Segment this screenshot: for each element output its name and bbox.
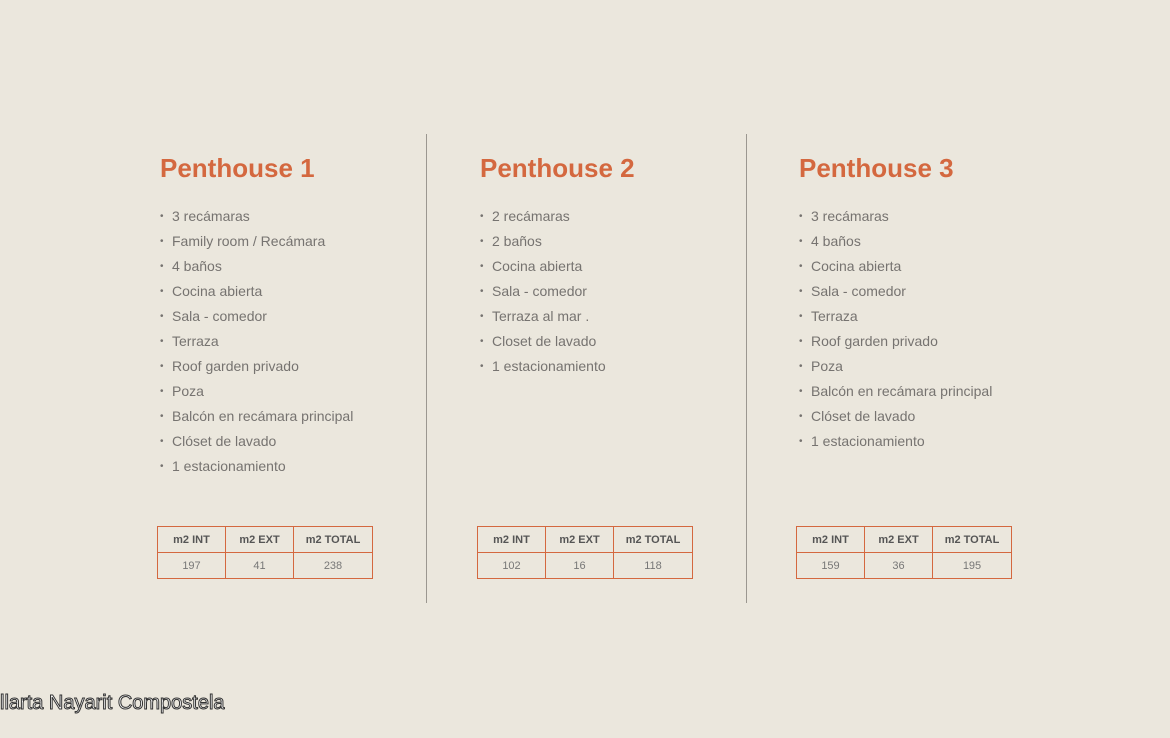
feature-item: Cocina abierta [160,279,410,304]
header-row: m2 INT m2 EXT m2 TOTAL [157,526,373,553]
feature-item: Balcón en recámara principal [160,404,410,429]
feature-item: Balcón en recámara principal [799,379,1049,404]
header-cell: m2 TOTAL [293,526,373,553]
feature-item: Family room / Recámara [160,229,410,254]
value-cell: 197 [157,552,226,579]
feature-item: 4 baños [160,254,410,279]
header-cell: m2 INT [157,526,226,553]
header-row: m2 INT m2 EXT m2 TOTAL [477,526,693,553]
value-cell: 36 [864,552,933,579]
column: Penthouse 1 3 recámarasFamily room / Recá… [157,150,410,579]
feature-item: Cocina abierta [480,254,730,279]
value-cell: 16 [545,552,614,579]
divider [426,134,427,603]
feature-item: 2 recámaras [480,204,730,229]
area-table: m2 INT m2 EXT m2 TOTAL 102 16 118 [477,526,693,579]
feature-item: 4 baños [799,229,1049,254]
value-cell: 238 [293,552,373,579]
value-cell: 102 [477,552,546,579]
column: Penthouse 2 2 recámaras2 bañosCocina abie… [477,150,730,579]
header-cell: m2 INT [796,526,865,553]
value-cell: 118 [613,552,693,579]
column-title: Penthouse 1 [160,153,315,183]
area-table: m2 INT m2 EXT m2 TOTAL 197 41 238 [157,526,373,579]
feature-item: Clóset de lavado [799,404,1049,429]
feature-item: 1 estacionamiento [160,454,410,479]
column-title: Penthouse 3 [799,153,954,183]
feature-item: Terraza [799,304,1049,329]
feature-list: 2 recámaras2 bañosCocina abiertaSala - c… [480,204,730,379]
value-cell: 195 [932,552,1012,579]
header-cell: m2 EXT [225,526,294,553]
feature-item: Roof garden privado [160,354,410,379]
feature-item: 1 estacionamiento [799,429,1049,454]
area-table: m2 INT m2 EXT m2 TOTAL 159 36 195 [796,526,1012,579]
feature-item: Closet de lavado [480,329,730,354]
header-cell: m2 TOTAL [932,526,1012,553]
feature-item: Poza [160,379,410,404]
header-row: m2 INT m2 EXT m2 TOTAL [796,526,1012,553]
feature-item: 3 recámaras [799,204,1049,229]
value-cell: 159 [796,552,865,579]
feature-item: Sala - comedor [799,279,1049,304]
feature-item: Cocina abierta [799,254,1049,279]
header-cell: m2 EXT [545,526,614,553]
value-row: 197 41 238 [157,552,373,579]
feature-item: Clóset de lavado [160,429,410,454]
value-row: 159 36 195 [796,552,1012,579]
feature-item: Poza [799,354,1049,379]
feature-item: 3 recámaras [160,204,410,229]
feature-item: Sala - comedor [480,279,730,304]
feature-item: 2 baños [480,229,730,254]
header-cell: m2 INT [477,526,546,553]
feature-item: Terraza al mar . [480,304,730,329]
feature-item: Roof garden privado [799,329,1049,354]
divider [746,134,747,603]
header-cell: m2 EXT [864,526,933,553]
footer-text: llarta Nayarit Compostela [0,692,225,715]
value-cell: 41 [225,552,294,579]
feature-list: 3 recámarasFamily room / Recámara4 baños… [160,204,410,479]
column-title: Penthouse 2 [480,153,635,183]
feature-list: 3 recámaras4 bañosCocina abiertaSala - c… [799,204,1049,454]
value-row: 102 16 118 [477,552,693,579]
feature-item: Terraza [160,329,410,354]
feature-item: 1 estacionamiento [480,354,730,379]
feature-item: Sala - comedor [160,304,410,329]
header-cell: m2 TOTAL [613,526,693,553]
column: Penthouse 3 3 recámaras4 bañosCocina abie… [796,150,1049,579]
